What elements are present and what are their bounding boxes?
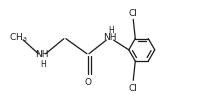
- Text: Cl: Cl: [129, 83, 138, 92]
- Text: O: O: [84, 78, 91, 86]
- Text: NH: NH: [35, 50, 49, 59]
- Text: CH$_3$: CH$_3$: [9, 31, 27, 44]
- Text: H: H: [40, 60, 46, 69]
- Text: NH: NH: [103, 33, 117, 42]
- Text: H: H: [108, 26, 114, 35]
- Text: Cl: Cl: [129, 9, 138, 18]
